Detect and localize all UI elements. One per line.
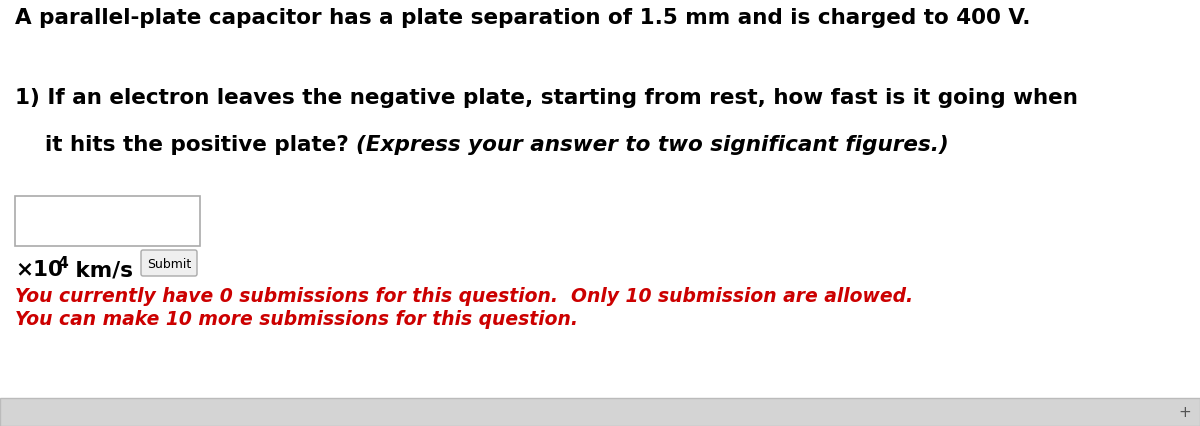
Bar bbox=[0, 398, 1200, 426]
Bar bbox=[14, 196, 200, 246]
Text: You can make 10 more submissions for this question.: You can make 10 more submissions for thi… bbox=[14, 309, 578, 328]
Text: You currently have 0 submissions for this question.  Only 10 submission are allo: You currently have 0 submissions for thi… bbox=[14, 286, 913, 305]
Text: +: + bbox=[1178, 405, 1192, 420]
Text: 4: 4 bbox=[58, 256, 68, 271]
Text: ×10: ×10 bbox=[14, 259, 62, 279]
Text: it hits the positive plate?: it hits the positive plate? bbox=[14, 135, 356, 155]
Text: Submit: Submit bbox=[146, 258, 191, 271]
Text: 1) If an electron leaves the negative plate, starting from rest, how fast is it : 1) If an electron leaves the negative pl… bbox=[14, 88, 1078, 108]
Text: A parallel-plate capacitor has a plate separation of 1.5 mm and is charged to 40: A parallel-plate capacitor has a plate s… bbox=[14, 8, 1031, 28]
Text: km/s: km/s bbox=[68, 259, 133, 279]
FancyBboxPatch shape bbox=[142, 250, 197, 276]
Text: (Express your answer to two significant figures.): (Express your answer to two significant … bbox=[356, 135, 949, 155]
